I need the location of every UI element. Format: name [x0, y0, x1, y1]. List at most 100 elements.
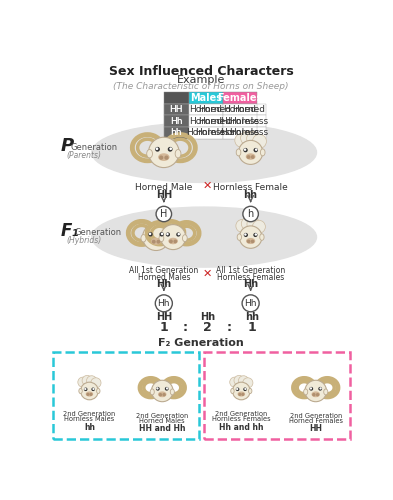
Circle shape: [82, 376, 92, 386]
Circle shape: [244, 148, 247, 152]
Text: H: H: [160, 209, 167, 219]
Circle shape: [248, 240, 250, 242]
Text: Hornless: Hornless: [230, 128, 269, 138]
Text: Hornless Female: Hornless Female: [213, 183, 288, 192]
Ellipse shape: [231, 388, 234, 394]
Text: Hornless Males: Hornless Males: [64, 416, 114, 422]
Circle shape: [242, 394, 244, 396]
Circle shape: [234, 376, 244, 386]
Text: hh: hh: [171, 128, 182, 138]
Text: HH: HH: [156, 312, 172, 322]
Ellipse shape: [92, 122, 316, 182]
Circle shape: [156, 148, 158, 150]
Circle shape: [87, 394, 89, 396]
Circle shape: [252, 134, 266, 148]
Text: F₁: F₁: [61, 222, 79, 240]
Circle shape: [167, 233, 169, 236]
Circle shape: [93, 388, 94, 390]
Circle shape: [244, 388, 246, 390]
Circle shape: [157, 388, 158, 389]
Text: hh: hh: [84, 422, 95, 432]
Circle shape: [81, 382, 98, 400]
Circle shape: [85, 388, 86, 390]
Circle shape: [165, 388, 168, 390]
Text: 2nd Generation: 2nd Generation: [136, 412, 188, 418]
Circle shape: [92, 388, 94, 390]
Circle shape: [177, 233, 180, 236]
Ellipse shape: [159, 154, 169, 160]
Ellipse shape: [182, 234, 187, 242]
Text: Hh: Hh: [156, 222, 171, 232]
Text: P: P: [61, 137, 74, 155]
Text: HH and Hh: HH and Hh: [139, 424, 185, 433]
Text: (Hybrids): (Hybrids): [66, 236, 101, 244]
Text: Hornless: Hornless: [220, 128, 259, 138]
FancyBboxPatch shape: [223, 104, 257, 116]
Circle shape: [247, 132, 261, 145]
Text: Hornless Females: Hornless Females: [217, 272, 284, 281]
Circle shape: [320, 388, 321, 389]
Circle shape: [86, 376, 97, 386]
Text: 2: 2: [203, 320, 211, 334]
Text: Horned: Horned: [198, 105, 231, 114]
Circle shape: [317, 394, 319, 396]
Text: hh: hh: [245, 312, 259, 322]
Circle shape: [252, 220, 265, 233]
Circle shape: [149, 137, 179, 168]
FancyBboxPatch shape: [232, 116, 266, 127]
Circle shape: [84, 388, 87, 390]
Text: hh: hh: [244, 190, 258, 200]
FancyBboxPatch shape: [232, 104, 266, 116]
Circle shape: [174, 240, 176, 242]
Text: Horned: Horned: [189, 105, 222, 114]
Circle shape: [247, 156, 250, 158]
Circle shape: [239, 140, 263, 164]
FancyBboxPatch shape: [198, 127, 232, 138]
Text: 1: 1: [160, 320, 168, 334]
Text: Females: Females: [217, 93, 263, 103]
Text: All 1st Generation: All 1st Generation: [129, 266, 198, 276]
Text: Horned Males: Horned Males: [138, 272, 190, 281]
Text: HH: HH: [169, 105, 183, 114]
Circle shape: [170, 148, 171, 150]
Circle shape: [149, 233, 152, 236]
Text: (Parents): (Parents): [66, 151, 101, 160]
Text: Hh: Hh: [158, 299, 170, 308]
Circle shape: [230, 377, 240, 388]
Ellipse shape: [170, 389, 174, 395]
Text: hh: hh: [171, 128, 182, 138]
FancyBboxPatch shape: [223, 92, 257, 104]
Ellipse shape: [166, 234, 171, 242]
Circle shape: [239, 376, 249, 386]
Circle shape: [156, 148, 159, 151]
Text: ✕: ✕: [202, 269, 212, 279]
Ellipse shape: [175, 150, 181, 158]
Circle shape: [237, 388, 239, 390]
Circle shape: [156, 388, 159, 390]
Circle shape: [157, 240, 160, 243]
Text: Hh: Hh: [170, 116, 182, 126]
Text: Horned: Horned: [198, 116, 231, 126]
FancyBboxPatch shape: [164, 104, 189, 116]
Ellipse shape: [261, 149, 265, 156]
Circle shape: [241, 218, 254, 230]
Circle shape: [241, 131, 255, 145]
FancyBboxPatch shape: [189, 127, 223, 138]
Text: Hornless: Hornless: [195, 128, 235, 138]
Text: Hh: Hh: [243, 222, 258, 232]
Text: Hornless: Hornless: [230, 116, 269, 126]
Ellipse shape: [246, 154, 255, 159]
Circle shape: [245, 234, 246, 235]
Circle shape: [169, 148, 172, 151]
Text: Hornless: Hornless: [186, 128, 225, 138]
FancyBboxPatch shape: [164, 116, 189, 127]
Text: 2nd Generation: 2nd Generation: [290, 412, 342, 418]
Circle shape: [310, 388, 312, 390]
FancyBboxPatch shape: [164, 127, 189, 138]
Text: F₂ Generation: F₂ Generation: [158, 338, 244, 347]
Circle shape: [245, 388, 246, 390]
Text: Sex Influenced Characters: Sex Influenced Characters: [108, 66, 294, 78]
Text: (The Characteristic of Horns on Sheep): (The Characteristic of Horns on Sheep): [113, 82, 289, 92]
FancyBboxPatch shape: [164, 92, 189, 104]
Circle shape: [160, 233, 163, 236]
